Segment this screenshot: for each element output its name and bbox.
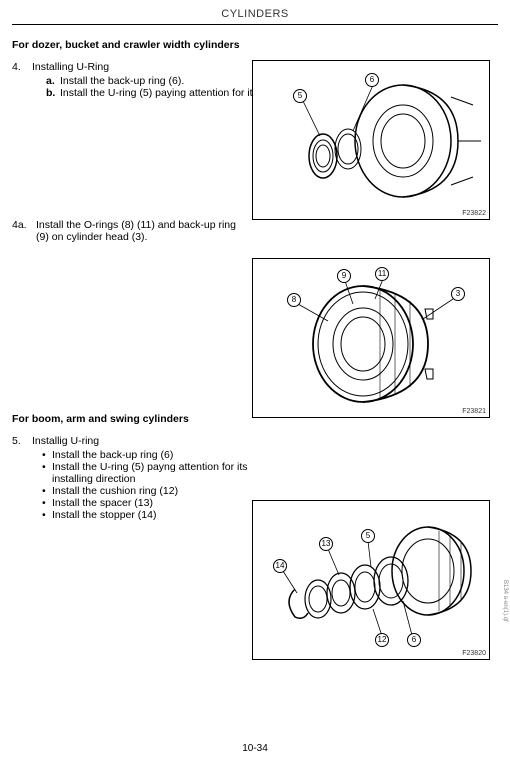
callout-12: 12 [375,633,389,647]
callout-6: 6 [365,73,379,87]
step-4b-label: b. [46,87,60,99]
callout-5: 5 [361,529,375,543]
step-4a-label: a. [46,75,60,87]
page-header: CYLINDERS [12,8,498,20]
bullet-icon: • [42,485,52,497]
callout-9: 9 [337,269,351,283]
callout-8: 8 [287,293,301,307]
step-5-title: Installig U-ring [32,435,252,447]
figure-3-caption: F23820 [462,650,486,657]
step-5-item: Install the spacer (13) [52,497,153,509]
callout-11: 11 [375,267,389,281]
figure-1: 5 6 F23822 [252,60,490,220]
step-5: 5. Installig U-ring •Install the back-up… [12,435,252,521]
step-5-item: Install the back-up ring (6) [52,449,173,461]
callout-13: 13 [319,537,333,551]
callout-5: 5 [293,89,307,103]
bullet-icon: • [42,497,52,509]
step-4a-num: 4a. [12,219,36,231]
step-4a: 4a. Install the O-rings (8) (11) and bac… [12,219,242,243]
callout-6: 6 [407,633,421,647]
callout-3: 3 [451,287,465,301]
figure-1-caption: F23822 [462,210,486,217]
figure-2-svg [253,259,491,419]
figure-3-svg [253,501,491,661]
page-number: 10-34 [0,743,510,754]
bullet-icon: • [42,461,52,485]
step-4a-body: Install the O-rings (8) (11) and back-up… [36,219,242,243]
bullet-icon: • [42,509,52,521]
header-rule [12,24,498,25]
step-4-num: 4. [12,61,32,73]
step-4a-text: Install the back-up ring (6). [60,75,184,87]
step-5-num: 5. [12,435,32,447]
section1-subtitle: For dozer, bucket and crawler width cyli… [12,39,498,51]
bullet-icon: • [42,449,52,461]
side-text: B134 a-en(1).qf [502,580,508,622]
step-5-item: Install the U-ring (5) payng attention f… [52,461,252,485]
figure-2: 8 9 11 3 F23821 [252,258,490,418]
step-5-item: Install the stopper (14) [52,509,156,521]
step-5-item: Install the cushion ring (12) [52,485,178,497]
figure-2-caption: F23821 [462,408,486,415]
figure-3: 14 13 5 12 6 F23820 [252,500,490,660]
callout-14: 14 [273,559,287,573]
